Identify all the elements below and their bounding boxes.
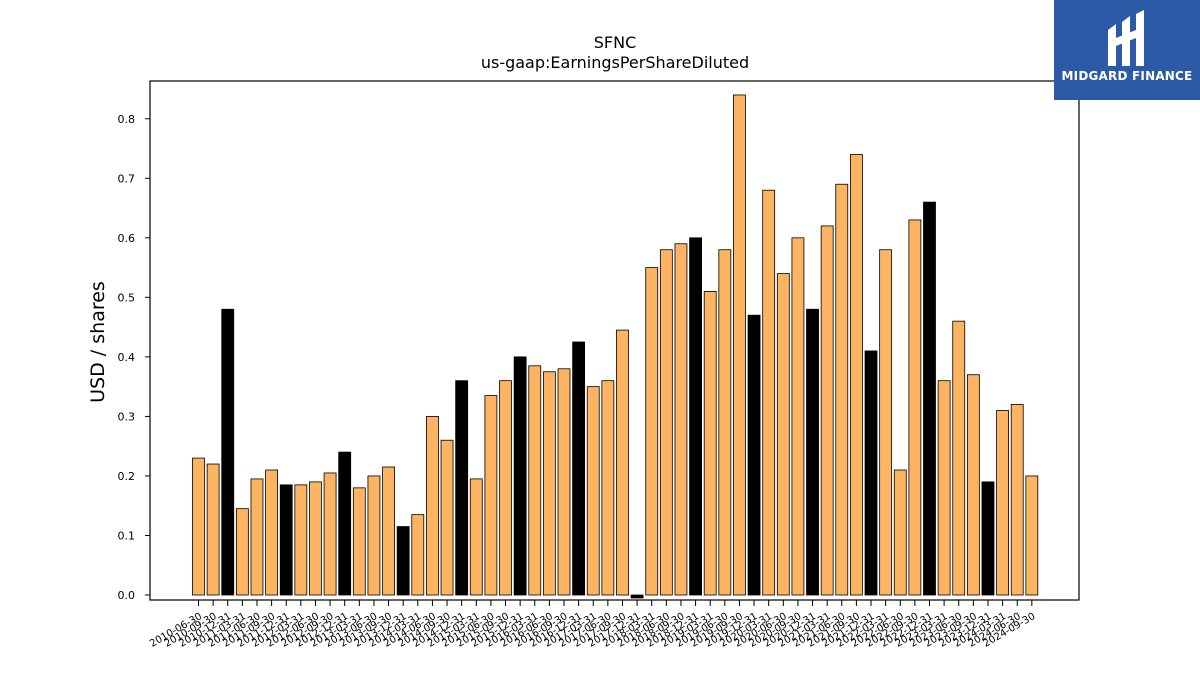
bar-2023-09-30 [966,374,980,596]
bar-2014-03-31 [411,514,425,596]
y-tick-label: 0.2 [118,470,136,483]
y-tick-label: 0.6 [118,232,136,245]
bar-2011-06-30 [250,478,264,596]
bar-2019-09-30 [733,94,746,596]
bar-2024-09-30 [1025,475,1039,596]
y-axis-label: USD / shares [87,281,109,403]
bar-2013-09-30 [382,466,395,596]
bar-2022-09-30 [908,219,922,596]
bar-2010-09-30 [206,463,220,596]
bar-2022-03-31 [879,249,893,596]
bar-2018-03-31 [645,267,659,596]
plot-frame [149,80,1080,601]
bar-2013-06-30 [367,475,381,596]
y-tick-label: 0.8 [118,113,136,126]
bar-2021-12-31 [864,350,878,596]
y-axis: 0.0 0.1 0.2 0.3 0.4 0.5 0.6 0.7 0.8 [118,113,150,602]
bar-2012-03-31 [294,484,308,596]
bar-2017-09-30 [616,329,629,596]
bar-2010-12-31 [221,308,235,596]
bar-2010-06-30 [192,457,205,596]
bars-group [192,94,1039,599]
bar-2016-06-30 [542,371,556,596]
bar-2024-03-31 [996,410,1009,596]
chart-title: SFNC [594,33,637,52]
bar-2022-12-31 [923,201,936,596]
bar-2011-12-31 [279,484,293,596]
bar-2023-12-31 [981,481,995,596]
y-tick-label: 0.3 [118,410,136,423]
bar-2017-12-31 [630,594,644,599]
bar-2015-03-31 [469,478,483,596]
bar-2024-06-30 [1010,404,1024,596]
bar-2020-09-30 [791,237,805,596]
bar-2020-06-30 [776,273,790,596]
y-tick-label: 0.4 [118,351,136,364]
bar-2013-12-31 [396,526,410,596]
bar-2011-03-31 [235,508,249,596]
bar-2018-09-30 [674,243,688,596]
bar-2014-12-31 [455,380,469,596]
bar-2016-09-30 [557,368,571,596]
bar-2023-03-31 [937,380,951,596]
bar-2015-06-30 [484,395,498,596]
bar-2014-09-30 [440,439,454,596]
bar-2017-03-31 [586,386,600,596]
bar-2013-03-31 [352,487,366,596]
bar-2021-09-30 [850,154,863,596]
bar-2019-06-30 [718,249,732,596]
bar-2015-09-30 [499,380,512,596]
bar-2023-06-30 [952,320,966,596]
y-tick-label: 0.0 [118,589,136,602]
y-tick-label: 0.5 [118,291,136,304]
bar-2020-12-31 [806,308,819,596]
bar-2017-06-30 [601,380,615,596]
bar-2012-12-31 [338,451,352,596]
bar-2020-03-31 [762,189,776,596]
y-tick-label: 0.1 [118,529,136,542]
bar-2018-12-31 [689,237,702,596]
bar-2021-06-30 [835,183,849,596]
bar-2012-09-30 [323,472,337,596]
bar-2019-12-31 [747,314,761,596]
chart-subtitle: us-gaap:EarningsPerShareDiluted [481,53,749,72]
midgard-finance-logo: MIDGARD FINANCE [1054,0,1200,100]
y-tick-label: 0.7 [118,172,136,185]
bar-2015-12-31 [513,356,527,596]
bar-2012-06-30 [309,481,322,596]
bar-2019-03-31 [703,290,717,596]
x-axis: 2010-06-302010-09-302010-12-312011-03-31… [148,600,1037,650]
bar-2016-03-31 [528,365,542,596]
bar-2016-12-31 [572,341,586,596]
bar-2014-06-30 [426,416,439,596]
bar-2022-06-30 [893,469,907,596]
bar-2018-06-30 [659,249,673,596]
bar-2011-09-30 [265,469,279,596]
midgard-logo-icon [1108,10,1144,66]
logo-text: MIDGARD FINANCE [1061,69,1193,83]
bar-2021-03-31 [820,225,834,596]
